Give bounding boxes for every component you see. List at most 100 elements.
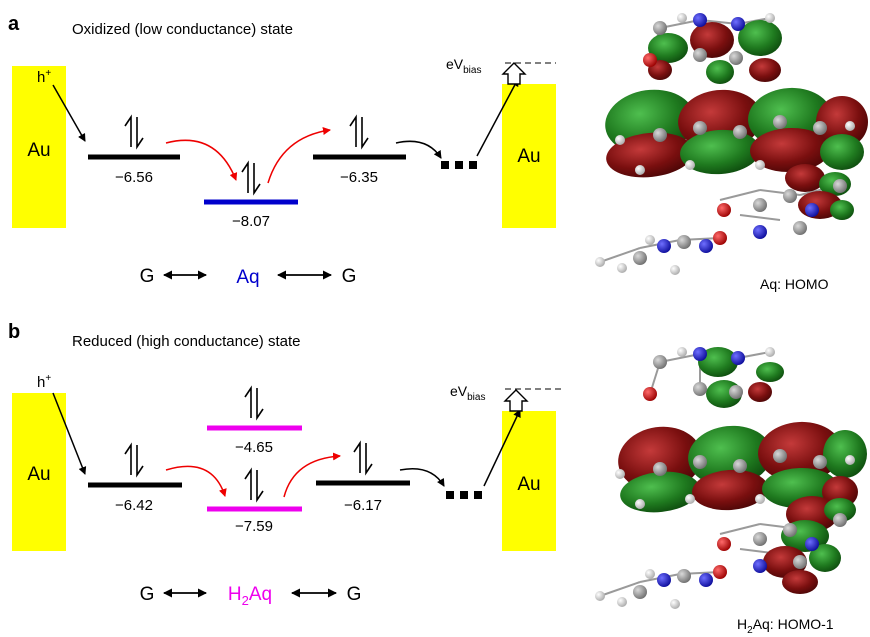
oxygen-atom xyxy=(713,565,727,579)
hydrogen-atom xyxy=(765,13,775,23)
orbital-lobe-positive xyxy=(738,20,782,56)
hydrogen-atom xyxy=(670,265,680,275)
nitrogen-atom xyxy=(805,537,819,551)
hydrogen-atom xyxy=(685,160,695,170)
level-value-g2-a: −6.35 xyxy=(340,169,378,186)
carbon-atom xyxy=(693,48,707,62)
au-electrode-right-b xyxy=(502,411,556,551)
orbital-lobe-positive xyxy=(688,425,772,487)
orbital-lobe-negative xyxy=(750,127,830,173)
orbital-lobe-negative xyxy=(749,58,781,82)
oxygen-atom xyxy=(713,231,727,245)
orbital-lobe-negative xyxy=(763,546,807,578)
orbital-lobe-positive xyxy=(698,347,738,377)
nitrogen-atom xyxy=(753,225,767,239)
au-label-right-b: Au xyxy=(517,474,540,495)
nitrogen-atom xyxy=(699,239,713,253)
orbital-lobe-negative xyxy=(822,476,858,508)
level-value-g2-b: −6.17 xyxy=(344,497,382,514)
spin-pair-g2-b xyxy=(353,440,373,476)
hydrogen-atom xyxy=(845,455,855,465)
carbon-atom xyxy=(633,585,647,599)
panel-b-title: Reduced (high conductance) state xyxy=(72,333,300,350)
carbon-atom xyxy=(783,189,797,203)
hop-arrow-2-b xyxy=(283,452,341,498)
spin-pair-g1-a xyxy=(124,114,144,150)
oxygen-atom xyxy=(717,537,731,551)
hole-injection-arrow-b xyxy=(52,392,87,475)
carbon-atom xyxy=(793,555,807,569)
orbital-lobe-negative xyxy=(785,164,825,192)
chain-center-a: Aq xyxy=(236,267,259,288)
orbital-lobe-negative xyxy=(692,469,768,511)
carbon-atom xyxy=(753,532,767,546)
hydrogen-atom xyxy=(617,597,627,607)
au-electrode-right-a xyxy=(502,84,556,228)
hole-label-a: h+ xyxy=(37,68,51,86)
au-label-left-a: Au xyxy=(27,140,50,161)
nitrogen-atom xyxy=(657,573,671,587)
hop-arrow-3-b xyxy=(399,468,445,487)
nitrogen-atom xyxy=(693,13,707,27)
chain-right-a: G xyxy=(342,266,357,287)
hydrogen-atom xyxy=(670,599,680,609)
carbon-atom xyxy=(733,125,747,139)
carbon-atom xyxy=(813,455,827,469)
spin-pair-aq-a xyxy=(241,160,261,196)
carbon-atom xyxy=(693,121,707,135)
nitrogen-atom xyxy=(731,351,745,365)
homo1-orbital-render-b xyxy=(595,347,867,609)
carbon-atom xyxy=(677,235,691,249)
chain-left-a: G xyxy=(140,266,155,287)
nitrogen-atom xyxy=(699,573,713,587)
orbital-lobe-negative xyxy=(606,132,694,178)
orbital-lobe-negative xyxy=(748,382,772,402)
hole-injection-arrow-a xyxy=(52,84,86,142)
collect-arrow-a xyxy=(476,78,519,157)
level-value-aq-a: −8.07 xyxy=(232,213,270,230)
ellipsis-dots-a xyxy=(441,161,477,169)
nitrogen-atom xyxy=(657,239,671,253)
hop-arrow-2-a xyxy=(267,127,331,184)
carbon-atom xyxy=(733,459,747,473)
hop-arrow-1-b xyxy=(165,465,227,497)
chain-center-b: H2Aq xyxy=(228,584,272,608)
hydrogen-atom xyxy=(595,591,605,601)
hydrogen-atom xyxy=(615,469,625,479)
hydrogen-atom xyxy=(677,347,687,357)
bias-arrow-b xyxy=(503,389,529,412)
nitrogen-atom xyxy=(693,347,707,361)
level-value-g1-b: −6.42 xyxy=(115,497,153,514)
carbon-atom xyxy=(833,513,847,527)
au-label-right-a: Au xyxy=(517,146,540,167)
au-electrode-left-b xyxy=(12,393,66,551)
hydrogen-atom xyxy=(635,499,645,509)
hop-arrow-1-a xyxy=(165,139,238,181)
hydrogen-atom xyxy=(645,569,655,579)
panel-b: b Reduced (high conductance) state Au Au… xyxy=(8,321,564,608)
hydrogen-atom xyxy=(615,135,625,145)
orbital-lobe-positive xyxy=(823,430,867,478)
carbon-atom xyxy=(633,251,647,265)
orbital-lobe-positive xyxy=(830,200,854,220)
carbon-atom xyxy=(753,198,767,212)
hydrogen-atom xyxy=(845,121,855,131)
nitrogen-atom xyxy=(731,17,745,31)
ellipsis-dots-b xyxy=(446,491,482,499)
chain-right-b: G xyxy=(347,584,362,605)
hydrogen-atom xyxy=(755,494,765,504)
orbital-lobe-negative xyxy=(816,96,868,148)
nitrogen-atom xyxy=(753,559,767,573)
panel-a-title: Oxidized (low conductance) state xyxy=(72,21,293,38)
carbon-atom xyxy=(833,179,847,193)
panel-letter-a: a xyxy=(8,13,20,35)
homo-orbital-render-a xyxy=(595,13,868,275)
panel-a: a Oxidized (low conductance) state Au Au… xyxy=(8,13,556,288)
collect-arrow-b xyxy=(483,409,521,487)
nitrogen-atom xyxy=(805,203,819,217)
bias-label-a: eVbias xyxy=(446,56,481,76)
hydrogen-atom xyxy=(617,263,627,273)
bias-label-b: eVbias xyxy=(450,383,485,403)
carbon-atom xyxy=(677,569,691,583)
